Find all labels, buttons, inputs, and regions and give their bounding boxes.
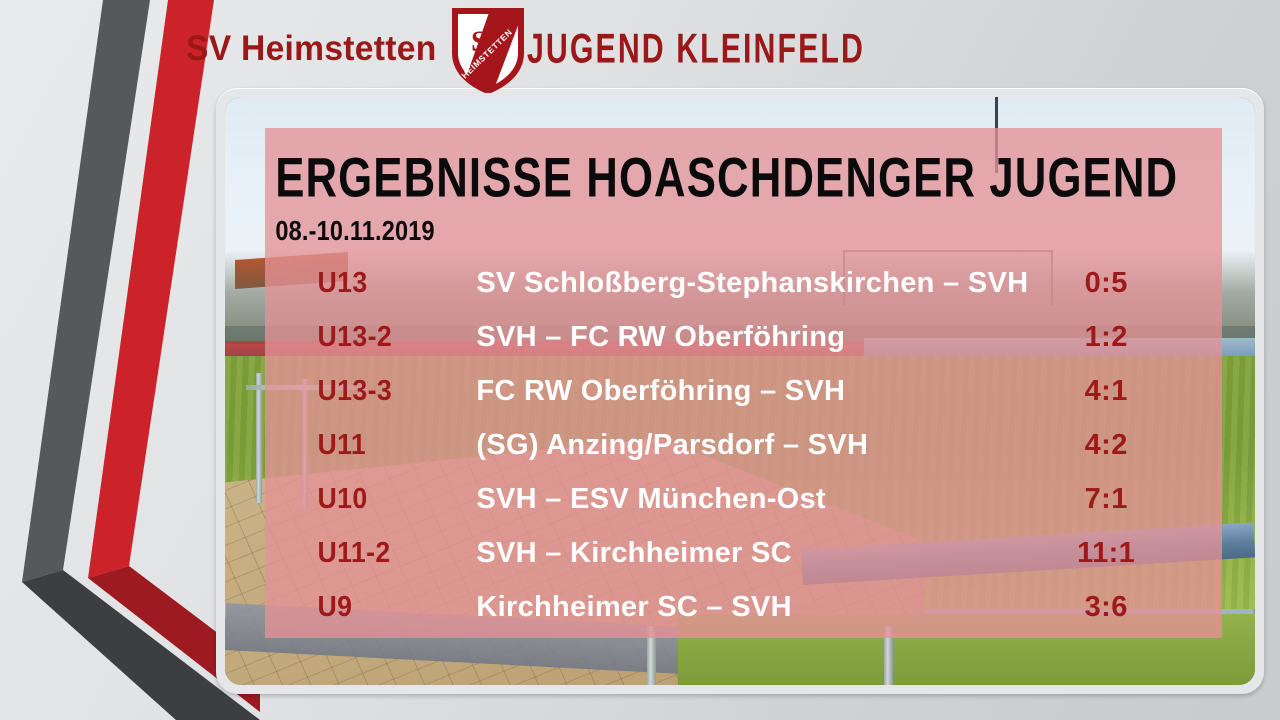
club-name: SV Heimstetten <box>186 28 437 68</box>
section-name: JUGEND KLEINFELD <box>526 25 865 71</box>
row-fixture: SVH – FC RW Oberföhring <box>476 320 846 353</box>
photo-bench-leg-2 <box>884 626 894 685</box>
table-row: U11-2 SVH – Kirchheimer SC 11:1 <box>265 526 1222 580</box>
row-age-group: U13-3 <box>317 374 393 407</box>
slide-header: SV Heimstetten SV HEIMSTETTEN JUGEND KLE… <box>0 0 1280 96</box>
row-age-group: U10 <box>317 482 368 515</box>
row-score: 1:2 <box>1084 320 1128 353</box>
row-score: 4:2 <box>1084 428 1128 461</box>
logo-initials: SV <box>471 25 510 58</box>
row-fixture: SVH – ESV München-Ost <box>476 482 826 515</box>
results-date-range: 08.-10.11.2019 <box>275 215 435 247</box>
results-title: ERGEBNISSE HOASCHDENGER JUGEND <box>275 145 1179 209</box>
results-panel: ERGEBNISSE HOASCHDENGER JUGEND 08.-10.11… <box>265 128 1222 638</box>
row-score: 3:6 <box>1084 590 1128 623</box>
row-score: 11:1 <box>1077 536 1136 569</box>
row-fixture: Kirchheimer SC – SVH <box>476 590 792 623</box>
sv-heimstetten-logo-icon: SV HEIMSTETTEN <box>451 8 524 93</box>
row-age-group: U11 <box>317 428 367 461</box>
row-age-group: U9 <box>317 590 353 623</box>
row-fixture: SVH – Kirchheimer SC <box>476 536 792 569</box>
photo-railing-post-1 <box>255 373 262 503</box>
row-fixture: (SG) Anzing/Parsdorf – SVH <box>476 428 869 461</box>
row-fixture: SV Schloßberg-Stephanskirchen – SVH <box>476 266 1029 299</box>
table-row: U11 (SG) Anzing/Parsdorf – SVH 4:2 <box>265 418 1222 472</box>
photo-bench-leg-1 <box>647 626 657 685</box>
table-row: U13 SV Schloßberg-Stephanskirchen – SVH … <box>265 256 1222 310</box>
row-fixture: FC RW Oberföhring – SVH <box>476 374 846 407</box>
table-row: U10 SVH – ESV München-Ost 7:1 <box>265 472 1222 526</box>
row-score: 4:1 <box>1084 374 1128 407</box>
table-row: U13-3 FC RW Oberföhring – SVH 4:1 <box>265 364 1222 418</box>
row-score: 7:1 <box>1084 482 1128 515</box>
row-age-group: U11-2 <box>317 536 391 569</box>
row-score: 0:5 <box>1084 266 1128 299</box>
table-row: U9 Kirchheimer SC – SVH 3:6 <box>265 580 1222 634</box>
results-table-body: U13 SV Schloßberg-Stephanskirchen – SVH … <box>265 256 1222 634</box>
row-age-group: U13-2 <box>317 320 393 353</box>
results-table: U13 SV Schloßberg-Stephanskirchen – SVH … <box>265 256 1222 634</box>
table-row: U13-2 SVH – FC RW Oberföhring 1:2 <box>265 310 1222 364</box>
row-age-group: U13 <box>317 266 368 299</box>
shield-diagonal-band <box>458 11 521 91</box>
